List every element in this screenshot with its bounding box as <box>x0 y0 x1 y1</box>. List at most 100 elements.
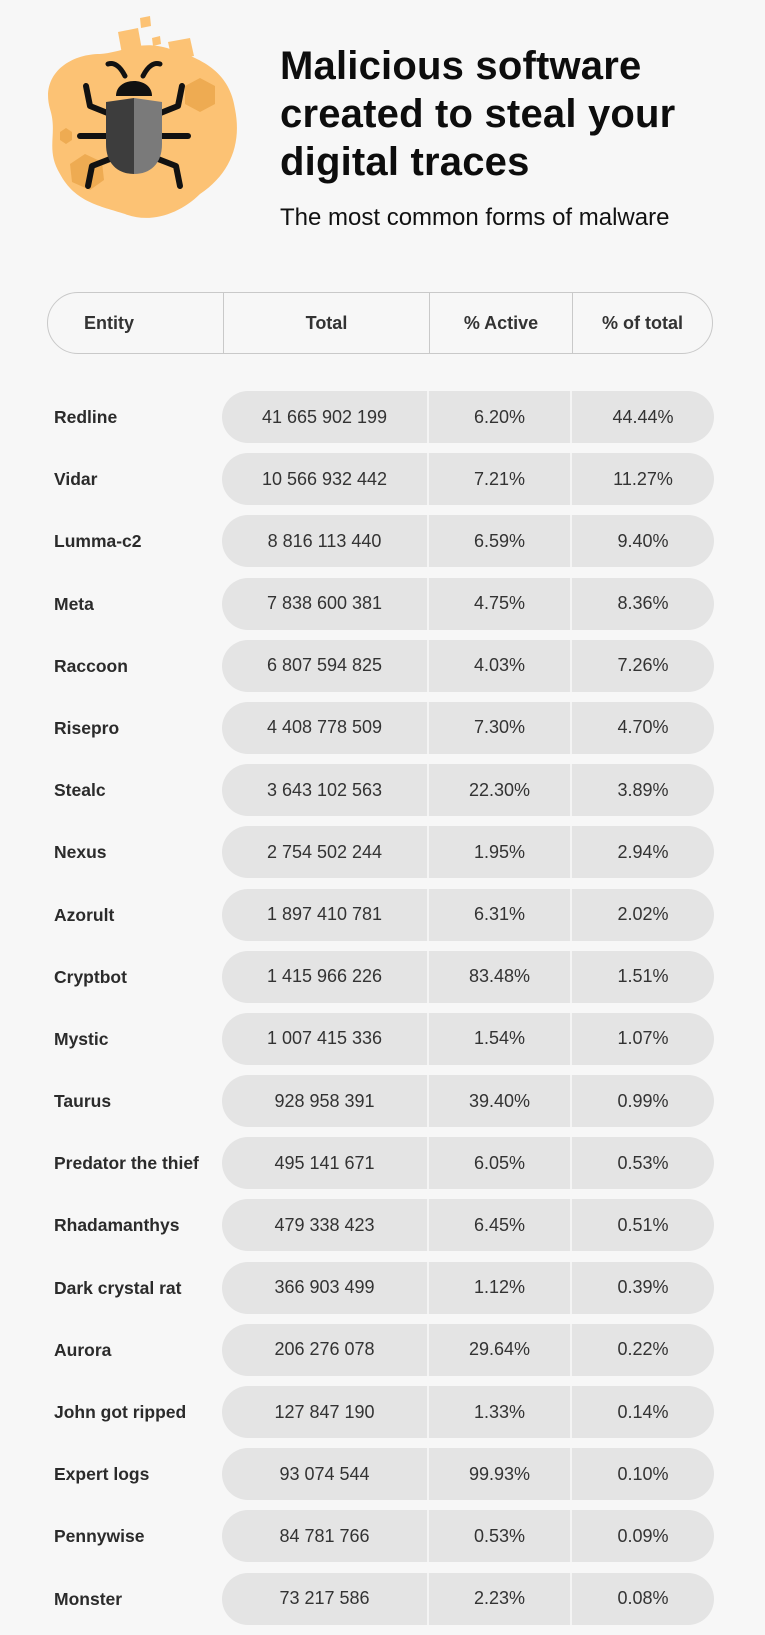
row-values: 41 665 902 199 6.20% 44.44% <box>222 391 714 443</box>
row-total: 1 897 410 781 <box>266 904 383 924</box>
row-total: 93 074 544 <box>279 1463 370 1484</box>
row-share: 0.09% <box>570 1510 714 1563</box>
column-header-entity: Entity <box>84 312 135 333</box>
row-values: 495 141 671 6.05% 0.53% <box>222 1137 714 1190</box>
row-total: 479 338 423 <box>274 1214 375 1235</box>
row-total: 495 141 671 <box>274 1152 375 1173</box>
row-total: 928 958 391 <box>274 1090 375 1111</box>
row-active: 22.30% <box>427 764 570 817</box>
row-active: 39.40% <box>427 1075 570 1128</box>
table-row: Lumma-c2 8 816 113 440 6.59% 9.40% <box>0 515 765 568</box>
table-row: Meta 7 838 600 381 4.75% 8.36% <box>0 577 765 630</box>
table-row: Predator the thief 495 141 671 6.05% 0.53% <box>0 1137 765 1190</box>
row-active: 6.05% <box>427 1137 570 1190</box>
row-entity: Stealc <box>54 780 106 801</box>
row-share: 0.51% <box>570 1199 714 1252</box>
row-total: 4 408 778 509 <box>266 717 383 738</box>
row-active: 2.23% <box>427 1572 570 1625</box>
row-active: 6.59% <box>427 515 570 568</box>
table-row: Dark crystal rat 366 903 499 1.12% 0.39% <box>0 1261 765 1314</box>
row-active: 6.20% <box>427 391 570 443</box>
row-active: 1.33% <box>427 1386 570 1438</box>
row-active: 7.21% <box>427 453 570 506</box>
row-total: 127 847 190 <box>274 1401 375 1422</box>
row-values: 10 566 932 442 7.21% 11.27% <box>222 453 714 506</box>
row-active: 1.12% <box>427 1261 570 1314</box>
table-row: Stealc 3 643 102 563 22.30% 3.89% <box>0 764 765 817</box>
row-entity: Expert logs <box>54 1464 150 1485</box>
table-row: Monster 73 217 586 2.23% 0.08% <box>0 1572 765 1625</box>
row-values: 6 807 594 825 4.03% 7.26% <box>222 639 714 692</box>
row-entity: Taurus <box>54 1091 112 1112</box>
column-header-active: % Active <box>429 293 572 353</box>
row-entity: Cryptbot <box>54 966 127 987</box>
row-total: 1 415 966 226 <box>266 966 383 987</box>
row-values: 127 847 190 1.33% 0.14% <box>222 1386 714 1438</box>
row-entity: Risepro <box>54 717 120 738</box>
row-share: 0.14% <box>570 1386 714 1438</box>
row-total: 73 217 586 <box>279 1588 370 1609</box>
row-entity: Nexus <box>54 842 107 863</box>
column-header-share: % of total <box>572 293 712 353</box>
row-total: 1 007 415 336 <box>266 1028 383 1049</box>
row-total: 366 903 499 <box>274 1277 375 1298</box>
table-row: Vidar 10 566 932 442 7.21% 11.27% <box>0 453 765 506</box>
row-entity: Meta <box>54 593 94 614</box>
table-row: Nexus 2 754 502 244 1.95% 2.94% <box>0 826 765 879</box>
row-share: 0.39% <box>570 1261 714 1314</box>
table-body: Redline 41 665 902 199 6.20% 44.44% Vidar 10 … <box>0 391 765 1635</box>
row-values: 4 408 778 509 7.30% 4.70% <box>222 701 714 754</box>
row-active: 29.64% <box>427 1323 570 1376</box>
row-values: 928 958 391 39.40% 0.99% <box>222 1075 714 1128</box>
row-share: 8.36% <box>570 577 714 630</box>
table-row: Cryptbot 1 415 966 226 83.48% 1.51% <box>0 950 765 1003</box>
row-active: 7.30% <box>427 701 570 754</box>
row-share: 1.51% <box>570 950 714 1003</box>
page-title: Malicious software created to steal your… <box>280 44 676 184</box>
row-entity: Redline <box>54 407 118 427</box>
row-entity: Mystic <box>54 1028 109 1049</box>
table-row: Raccoon 6 807 594 825 4.03% 7.26% <box>0 639 765 692</box>
row-entity: Raccoon <box>54 655 128 676</box>
row-entity: Lumma-c2 <box>54 531 142 552</box>
row-values: 73 217 586 2.23% 0.08% <box>222 1572 714 1625</box>
row-values: 206 276 078 29.64% 0.22% <box>222 1323 714 1376</box>
table-row: Mystic 1 007 415 336 1.54% 1.07% <box>0 1012 765 1065</box>
row-values: 7 838 600 381 4.75% 8.36% <box>222 577 714 630</box>
row-share: 2.02% <box>570 888 714 941</box>
row-share: 9.40% <box>570 515 714 568</box>
table-row: Expert logs 93 074 544 99.93% 0.10% <box>0 1448 765 1501</box>
row-total: 3 643 102 563 <box>266 779 383 800</box>
row-total: 206 276 078 <box>274 1339 375 1360</box>
row-entity: Vidar <box>54 469 98 490</box>
row-total: 10 566 932 442 <box>261 468 388 489</box>
row-values: 84 781 766 0.53% 0.09% <box>222 1510 714 1563</box>
row-active: 1.54% <box>427 1012 570 1065</box>
row-active: 4.75% <box>427 577 570 630</box>
row-values: 1 897 410 781 6.31% 2.02% <box>222 888 714 941</box>
row-entity: Aurora <box>54 1339 112 1360</box>
table-row: Taurus 928 958 391 39.40% 0.99% <box>0 1075 765 1128</box>
row-active: 83.48% <box>427 950 570 1003</box>
row-active: 0.53% <box>427 1510 570 1563</box>
row-active: 6.45% <box>427 1199 570 1252</box>
row-values: 479 338 423 6.45% 0.51% <box>222 1199 714 1252</box>
row-entity: Rhadamanthys <box>54 1215 180 1236</box>
row-values: 93 074 544 99.93% 0.10% <box>222 1448 714 1501</box>
table-row: Aurora 206 276 078 29.64% 0.22% <box>0 1323 765 1376</box>
row-total: 7 838 600 381 <box>266 593 383 614</box>
row-share: 4.70% <box>570 701 714 754</box>
row-values: 1 415 966 226 83.48% 1.51% <box>222 950 714 1003</box>
table-row: Risepro 4 408 778 509 7.30% 4.70% <box>0 701 765 754</box>
row-values: 2 754 502 244 1.95% 2.94% <box>222 826 714 879</box>
row-entity: Azorult <box>54 904 115 925</box>
row-entity: Predator the thief <box>54 1153 199 1174</box>
row-share: 44.44% <box>570 391 714 443</box>
row-share: 0.53% <box>570 1137 714 1190</box>
row-share: 0.22% <box>570 1323 714 1376</box>
page-subtitle: The most common forms of malware <box>280 204 670 231</box>
row-entity: John got ripped <box>54 1402 187 1422</box>
table-row: Redline 41 665 902 199 6.20% 44.44% <box>0 391 765 443</box>
row-entity: Dark crystal rat <box>54 1277 182 1298</box>
row-total: 8 816 113 440 <box>267 530 382 551</box>
